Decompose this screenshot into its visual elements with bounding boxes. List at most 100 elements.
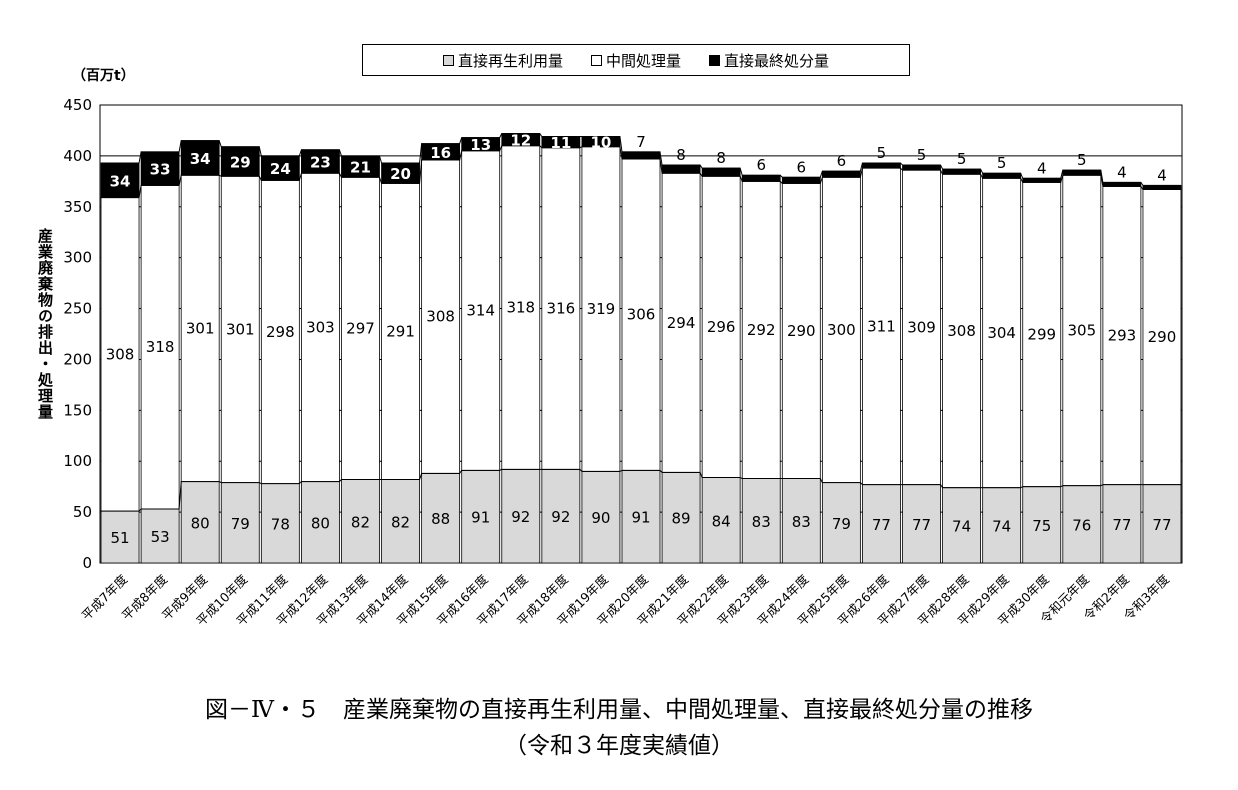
bar-final-disposal (821, 170, 861, 178)
data-label-final-disposal: 34 (110, 172, 131, 190)
bar-intermediate (902, 169, 941, 486)
data-label-intermediate: 299 (1027, 326, 1056, 344)
data-label-final-disposal: 5 (877, 144, 887, 162)
y-tick-label: 50 (73, 503, 92, 521)
data-label-intermediate: 316 (547, 300, 576, 318)
bar-final-disposal (1102, 181, 1142, 187)
bar-intermediate (661, 172, 701, 473)
legend-swatch-intermediate (590, 54, 602, 66)
bar-final-disposal (621, 151, 661, 160)
bar-direct-recycling (781, 478, 821, 564)
data-label-direct-recycling: 74 (952, 517, 971, 535)
data-label-direct-recycling: 76 (1072, 516, 1091, 534)
y-unit-label: （百万t） (72, 68, 135, 84)
bar-final-disposal (100, 162, 140, 199)
data-label-final-disposal: 4 (1037, 159, 1047, 177)
y-tick-label: 0 (82, 554, 92, 572)
bar-final-disposal (140, 151, 180, 186)
connector-intermediate (101, 145, 1181, 199)
data-label-direct-recycling: 78 (271, 515, 290, 533)
bar-final-disposal (661, 164, 701, 174)
bar-final-disposal (982, 172, 1022, 179)
bar-intermediate (1102, 186, 1142, 486)
data-label-final-disposal: 5 (957, 150, 967, 168)
data-label-final-disposal: 5 (997, 154, 1007, 172)
bar-final-disposal (701, 167, 741, 177)
bar-direct-recycling (581, 470, 621, 564)
legend-item-final-disposal: 直接最終処分量 (709, 50, 829, 71)
data-label-intermediate: 300 (827, 321, 856, 339)
bar-final-disposal (862, 162, 901, 169)
data-label-direct-recycling: 51 (110, 529, 129, 547)
bar-direct-recycling (1142, 484, 1182, 564)
data-label-intermediate: 292 (747, 321, 776, 339)
connector-total (101, 132, 1181, 186)
bar-final-disposal (902, 164, 941, 171)
legend-label-intermediate: 中間処理量 (605, 51, 681, 70)
bar-direct-recycling (381, 479, 420, 564)
data-label-intermediate: 308 (106, 345, 135, 363)
data-label-final-disposal: 23 (310, 153, 331, 171)
bar-intermediate (180, 174, 220, 482)
legend-item-direct-recycling: 直接再生利用量 (442, 50, 563, 71)
data-label-final-disposal: 24 (270, 160, 291, 178)
data-label-direct-recycling: 88 (431, 510, 450, 528)
data-label-intermediate: 293 (1108, 327, 1137, 345)
data-label-direct-recycling: 83 (792, 513, 811, 531)
bar-direct-recycling (942, 487, 981, 564)
bar-final-disposal (1062, 169, 1102, 176)
y-tick-label: 400 (63, 147, 92, 165)
data-label-direct-recycling: 77 (872, 516, 891, 534)
data-label-intermediate: 304 (987, 324, 1016, 342)
data-label-direct-recycling: 91 (631, 509, 650, 527)
legend-swatch-direct-recycling (442, 54, 454, 66)
data-label-direct-recycling: 77 (912, 516, 931, 534)
data-label-direct-recycling: 79 (231, 515, 250, 533)
bar-intermediate (621, 158, 661, 471)
data-label-direct-recycling: 90 (591, 509, 610, 527)
bar-intermediate (140, 185, 180, 510)
data-label-direct-recycling: 92 (511, 508, 530, 526)
legend-swatch-final-disposal (709, 54, 720, 66)
bar-direct-recycling (1062, 485, 1102, 564)
bar-intermediate (1142, 189, 1182, 486)
connector-direct-recycling (101, 468, 1181, 512)
data-label-intermediate: 290 (787, 322, 816, 340)
data-label-intermediate: 296 (707, 318, 736, 336)
data-label-intermediate: 294 (667, 314, 696, 332)
data-label-intermediate: 303 (306, 318, 335, 336)
chart: 0 50 100 150 200 250 300 350 400 450 51 308 34 53 318 3… (63, 96, 1183, 629)
data-label-intermediate: 298 (266, 323, 295, 341)
data-label-direct-recycling: 84 (712, 512, 731, 530)
data-label-intermediate: 301 (226, 320, 255, 338)
data-label-final-disposal: 6 (837, 152, 847, 170)
data-label-direct-recycling: 75 (1032, 517, 1051, 535)
data-label-direct-recycling: 91 (471, 509, 490, 527)
data-label-direct-recycling: 80 (311, 514, 330, 532)
bar-final-disposal (220, 146, 260, 177)
data-label-final-disposal: 5 (1077, 151, 1087, 169)
data-label-direct-recycling: 82 (351, 513, 370, 531)
data-label-final-disposal: 6 (797, 158, 807, 176)
data-label-intermediate: 308 (426, 308, 455, 326)
data-label-final-disposal: 13 (470, 136, 491, 154)
data-label-intermediate: 305 (1067, 321, 1096, 339)
bar-final-disposal (781, 176, 821, 184)
y-axis-label: 産業廃棄物の排出・処理量 (36, 228, 54, 420)
data-label-final-disposal: 12 (510, 132, 531, 150)
data-label-final-disposal: 8 (716, 149, 726, 167)
bar-direct-recycling (140, 508, 180, 564)
y-tick-label: 250 (63, 300, 92, 318)
y-tick-label: 100 (63, 452, 92, 470)
data-label-final-disposal: 34 (190, 150, 211, 168)
y-tick-label: 450 (63, 96, 92, 114)
data-label-intermediate: 308 (947, 322, 976, 340)
data-label-direct-recycling: 80 (191, 514, 210, 532)
bar-intermediate (341, 176, 380, 480)
bar-direct-recycling (621, 469, 661, 564)
legend-label-final-disposal: 直接最終処分量 (724, 51, 830, 70)
data-label-final-disposal: 6 (756, 156, 766, 174)
data-label-intermediate: 306 (627, 306, 656, 324)
y-tick-label: 200 (63, 350, 92, 368)
data-label-final-disposal: 11 (550, 134, 571, 152)
